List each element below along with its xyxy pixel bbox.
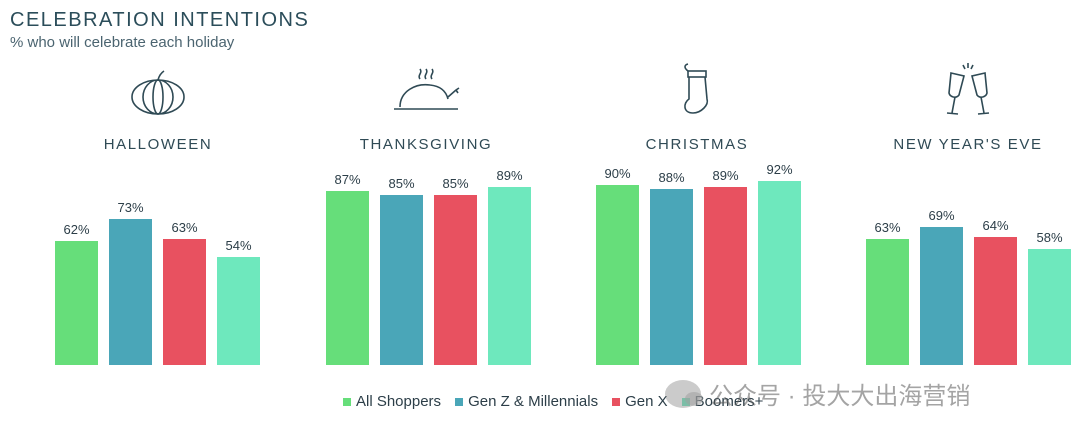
bar — [650, 189, 693, 365]
data-label: 54% — [225, 238, 251, 253]
legend-label: Gen Z & Millennials — [468, 393, 599, 410]
bar — [434, 195, 477, 365]
data-label: 92% — [766, 162, 792, 177]
data-label: 87% — [334, 172, 360, 187]
bar — [380, 195, 423, 365]
legend-swatch — [455, 397, 464, 406]
legend-item-gen-z-millennials: Gen Z & Millennials — [455, 393, 598, 410]
bar — [488, 187, 531, 365]
data-label: 69% — [928, 208, 954, 223]
data-label: 58% — [1036, 230, 1062, 245]
bar — [866, 239, 909, 365]
bar — [217, 257, 260, 365]
pumpkin-icon — [131, 70, 185, 115]
bar — [920, 227, 963, 365]
bar — [704, 187, 747, 365]
bar — [758, 181, 801, 365]
bar — [596, 185, 639, 365]
chart-subtitle: % who will celebrate each holiday — [10, 34, 235, 51]
bar — [109, 219, 152, 365]
data-label: 63% — [874, 220, 900, 235]
legend: All Shoppers Gen Z & Millennials Gen X B… — [343, 393, 763, 410]
category-label: HALLOWEEN — [104, 136, 213, 153]
champagne-icon — [946, 63, 990, 115]
bar — [326, 191, 369, 365]
legend-swatch — [612, 397, 621, 406]
data-label: 89% — [496, 168, 522, 183]
bar — [163, 239, 206, 365]
wechat-logo-icon — [665, 379, 703, 408]
legend-label: Boomers+ — [694, 393, 764, 410]
data-label: 89% — [712, 168, 738, 183]
category-label: CHRISTMAS — [646, 136, 749, 153]
data-label: 73% — [117, 200, 143, 215]
data-label: 85% — [442, 176, 468, 191]
legend-label: Gen X — [625, 393, 668, 410]
stocking-icon — [684, 63, 709, 114]
turkey-icon — [394, 68, 460, 110]
legend-label: All Shoppers — [356, 393, 442, 410]
category-label: NEW YEAR'S EVE — [893, 136, 1042, 153]
data-label: 62% — [63, 222, 89, 237]
bar — [974, 237, 1017, 365]
data-label: 88% — [658, 170, 684, 185]
legend-swatch — [343, 397, 351, 406]
legend-item-gen-x: Gen X — [612, 393, 668, 410]
chart-title: CELEBRATION INTENTIONS — [10, 9, 310, 31]
category-label: THANKSGIVING — [360, 136, 493, 153]
data-label: 64% — [982, 218, 1008, 233]
watermark: 公众号 · 投大大出海营销 — [665, 376, 970, 411]
data-label: 90% — [604, 166, 630, 181]
bar — [1028, 249, 1071, 365]
data-label: 85% — [388, 176, 414, 191]
watermark-text: 公众号 · 投大大出海营销 — [709, 383, 971, 410]
legend-item-all-shoppers: All Shoppers — [343, 393, 441, 410]
data-label: 63% — [171, 220, 197, 235]
bar — [55, 241, 98, 365]
